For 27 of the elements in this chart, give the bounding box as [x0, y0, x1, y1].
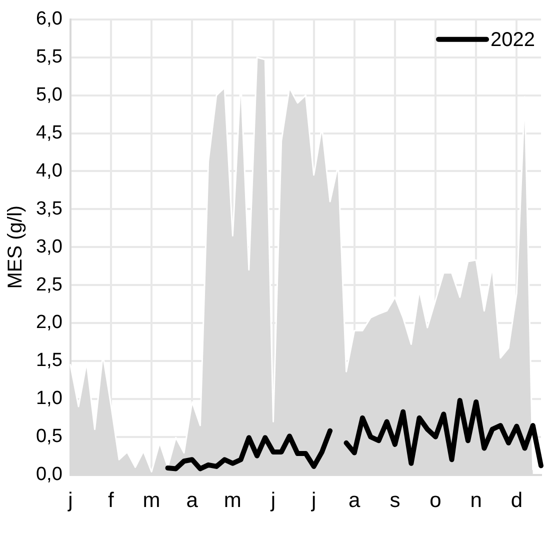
x-tick-label: j [270, 489, 276, 512]
x-tick-label: a [186, 489, 198, 512]
legend-label: 2022 [490, 28, 536, 51]
x-tick-label: m [142, 489, 160, 512]
y-tick-label: 5,0 [36, 84, 62, 106]
y-axis-title: MES (g/l) [4, 205, 27, 289]
x-tick-label: d [510, 489, 523, 512]
y-tick-label: 0,0 [36, 464, 62, 486]
y-tick-label: 1,5 [36, 350, 62, 372]
x-tick-label: o [430, 489, 442, 512]
y-tick-label: 2,0 [36, 312, 62, 334]
y-tick-label: 4,5 [36, 122, 62, 144]
x-tick-label: n [470, 489, 482, 512]
x-tick-label: m [224, 489, 242, 512]
x-tick-label: j [310, 489, 316, 512]
y-tick-label: 5,5 [36, 46, 62, 68]
y-tick-label: 1,0 [36, 388, 62, 410]
x-tick-label: a [348, 489, 361, 512]
y-tick-label: 3,5 [36, 198, 62, 220]
y-tick-label: 4,0 [36, 160, 62, 182]
y-tick-label: 6,0 [36, 8, 62, 30]
x-tick-label: f [108, 489, 114, 512]
y-tick-label: 2,5 [36, 274, 62, 296]
y-tick-label: 3,0 [36, 236, 62, 258]
y-tick-label: 0,5 [36, 426, 62, 448]
x-tick-label: s [390, 489, 400, 512]
x-tick-label: j [67, 489, 73, 512]
